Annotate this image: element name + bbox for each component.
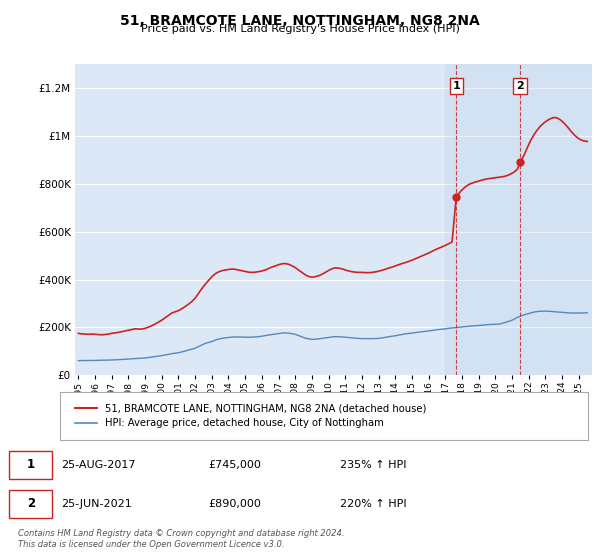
Text: 235% ↑ HPI: 235% ↑ HPI	[340, 460, 407, 470]
Text: Contains HM Land Registry data © Crown copyright and database right 2024.
This d: Contains HM Land Registry data © Crown c…	[18, 529, 344, 549]
Text: 1: 1	[26, 458, 35, 471]
Text: 25-JUN-2021: 25-JUN-2021	[61, 499, 132, 509]
Text: Price paid vs. HM Land Registry's House Price Index (HPI): Price paid vs. HM Land Registry's House …	[140, 24, 460, 34]
Text: 51, BRAMCOTE LANE, NOTTINGHAM, NG8 2NA: 51, BRAMCOTE LANE, NOTTINGHAM, NG8 2NA	[120, 14, 480, 28]
Bar	[445, 64, 596, 375]
Text: 220% ↑ HPI: 220% ↑ HPI	[340, 499, 407, 509]
Text: 1: 1	[452, 81, 460, 91]
Text: 2: 2	[516, 81, 524, 91]
Text: 2: 2	[26, 497, 35, 511]
Legend: 51, BRAMCOTE LANE, NOTTINGHAM, NG8 2NA (detached house), HPI: Average price, det: 51, BRAMCOTE LANE, NOTTINGHAM, NG8 2NA (…	[70, 398, 431, 433]
Text: 25-AUG-2017: 25-AUG-2017	[61, 460, 136, 470]
FancyBboxPatch shape	[9, 490, 52, 518]
Text: £890,000: £890,000	[208, 499, 261, 509]
FancyBboxPatch shape	[9, 451, 52, 479]
Text: £745,000: £745,000	[208, 460, 261, 470]
